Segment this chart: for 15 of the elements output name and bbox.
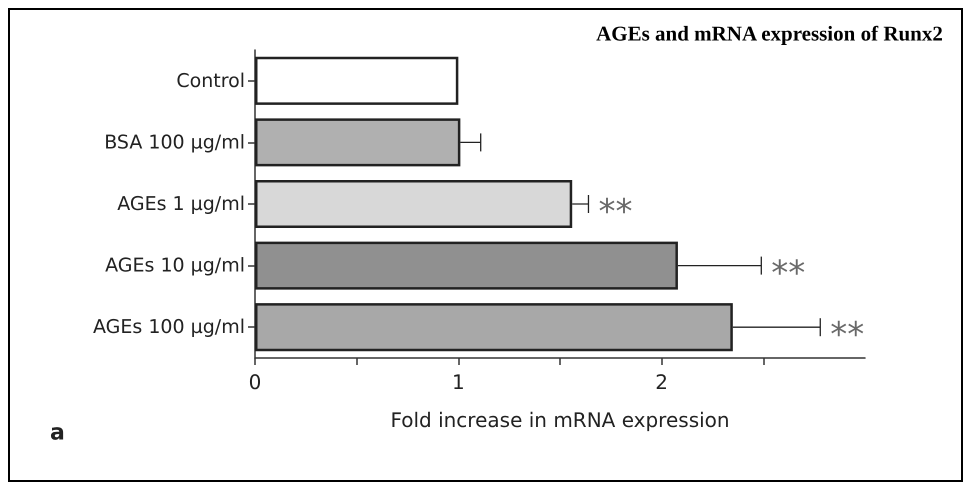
y-tick-label: BSA 100 µg/ml <box>104 131 245 154</box>
annotation: ** <box>598 192 632 232</box>
y-tick-label: AGEs 100 µg/ml <box>93 316 245 338</box>
x-tick-label: 1 <box>452 370 465 394</box>
chart-title: AGEs and mRNA expression of Runx2 <box>596 22 943 46</box>
x-tick-label: 0 <box>248 370 262 394</box>
annotation: ** <box>830 315 864 356</box>
x-axis-title: Fold increase in mRNA expression <box>390 408 730 432</box>
text: a <box>50 420 65 446</box>
y-tick-label: Control <box>176 70 245 92</box>
annotation: ** <box>771 254 806 294</box>
y-tick-label: AGEs 10 µg/ml <box>105 254 245 277</box>
y-tick-label: AGEs 1 µg/ml <box>117 193 245 215</box>
x-tick-label: 2 <box>655 370 668 394</box>
bar <box>255 56 458 105</box>
